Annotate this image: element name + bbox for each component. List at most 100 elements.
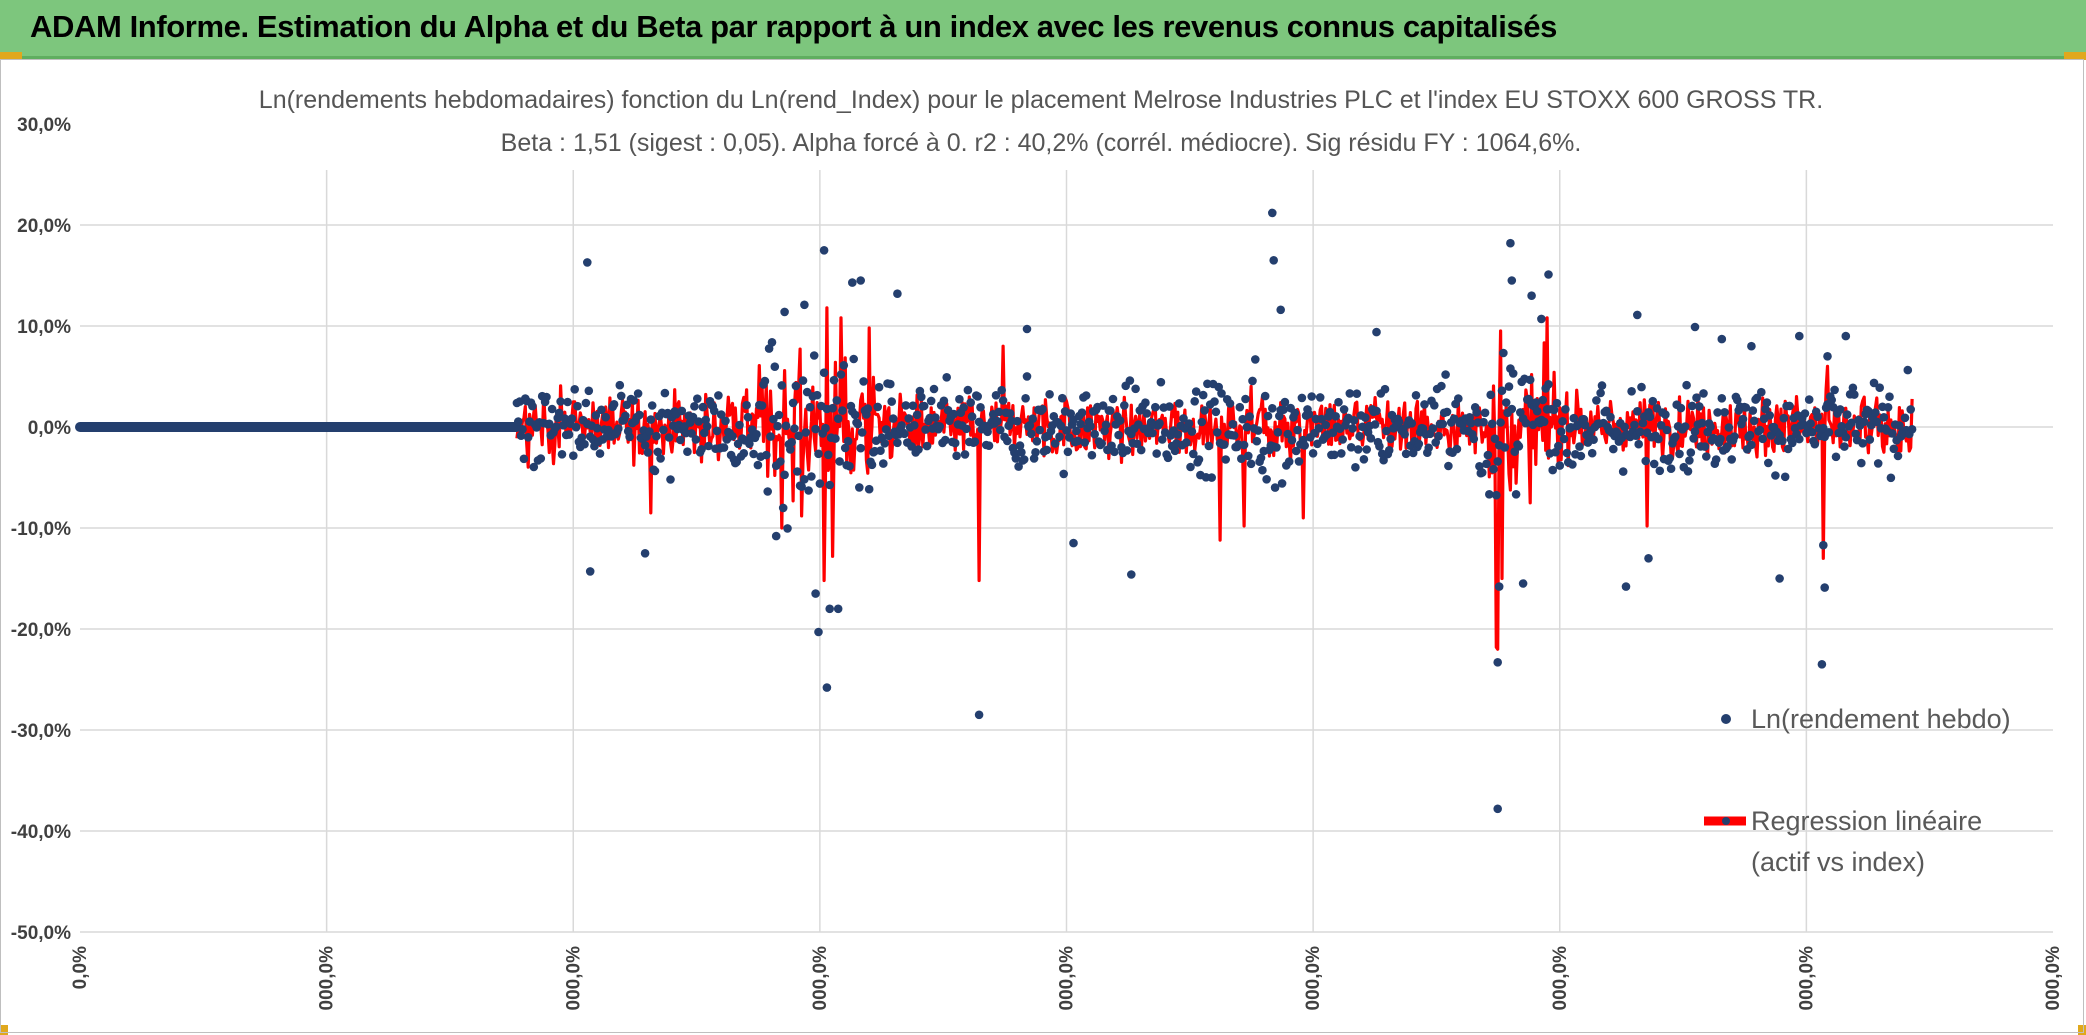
data-point xyxy=(683,447,692,457)
data-point xyxy=(581,398,591,408)
data-point xyxy=(811,589,820,598)
data-point xyxy=(1038,404,1047,414)
y-tick-label: 10,0% xyxy=(17,317,71,338)
data-point xyxy=(886,379,895,389)
data-point xyxy=(691,435,701,444)
data-point xyxy=(1198,390,1208,400)
data-point xyxy=(1778,436,1787,446)
data-point xyxy=(1487,419,1497,429)
data-point xyxy=(819,246,829,255)
data-point xyxy=(1716,434,1725,444)
data-point xyxy=(1346,443,1356,452)
data-point xyxy=(1556,427,1566,436)
data-point xyxy=(1186,462,1195,472)
data-point xyxy=(1875,383,1884,393)
data-point xyxy=(1217,389,1226,398)
data-point xyxy=(1747,341,1756,351)
data-point xyxy=(1258,465,1267,475)
data-point xyxy=(1251,355,1260,364)
data-point xyxy=(1110,447,1119,457)
data-point xyxy=(1191,387,1201,396)
data-point xyxy=(1283,429,1293,439)
data-point xyxy=(1501,398,1511,407)
x-tick-label: 000,0% xyxy=(563,946,584,1011)
data-point xyxy=(1182,438,1191,447)
data-point xyxy=(514,417,523,426)
data-point xyxy=(1568,460,1577,469)
data-point xyxy=(801,428,811,437)
data-point xyxy=(1273,428,1283,437)
data-point xyxy=(1241,394,1250,404)
data-point xyxy=(760,376,770,386)
data-point xyxy=(1384,446,1394,455)
data-point xyxy=(1873,459,1883,468)
data-point xyxy=(1831,452,1841,462)
data-point xyxy=(1635,427,1645,437)
data-point xyxy=(1596,388,1605,398)
data-point xyxy=(1105,406,1115,415)
y-tick-label: -40,0% xyxy=(11,822,71,843)
banner-corner-right xyxy=(2064,52,2086,60)
data-point xyxy=(1689,434,1698,443)
data-point xyxy=(800,475,809,484)
data-point xyxy=(874,382,884,392)
data-point xyxy=(1720,408,1729,417)
data-point xyxy=(1486,390,1495,400)
data-point xyxy=(1627,387,1636,396)
chart-area: 30,0% 20,0% 10,0% 0,0% -10,0% -20,0% -30,0% -40… xyxy=(0,59,2084,1033)
data-point xyxy=(1847,418,1856,428)
data-point xyxy=(897,421,906,430)
data-point xyxy=(569,451,578,461)
data-point xyxy=(664,433,674,442)
data-point xyxy=(739,449,749,458)
data-point xyxy=(809,351,819,360)
data-point xyxy=(1900,413,1910,423)
data-point xyxy=(973,392,982,401)
data-point xyxy=(1165,402,1174,411)
data-point xyxy=(1015,441,1025,450)
data-point xyxy=(653,447,663,457)
data-point xyxy=(1430,401,1439,410)
data-point xyxy=(1245,412,1254,421)
data-point xyxy=(1022,372,1032,381)
data-point xyxy=(1683,467,1693,476)
data-point xyxy=(1730,432,1739,441)
data-point xyxy=(778,503,788,513)
data-point xyxy=(984,441,994,451)
legend-line-label-2: (actif vs index) xyxy=(1751,847,1925,877)
data-point xyxy=(1638,418,1648,428)
data-point xyxy=(1521,418,1531,428)
data-point xyxy=(1817,660,1827,669)
data-point xyxy=(963,385,973,395)
y-tick-label: -50,0% xyxy=(11,923,71,944)
data-point xyxy=(516,431,526,441)
data-point xyxy=(1472,408,1481,417)
data-point xyxy=(907,442,916,451)
data-point xyxy=(1372,406,1381,416)
data-point xyxy=(833,604,843,614)
data-point xyxy=(536,454,546,463)
data-point xyxy=(1872,417,1882,427)
data-point xyxy=(983,427,992,437)
data-point xyxy=(767,338,777,347)
data-point xyxy=(1549,405,1559,415)
data-point xyxy=(1835,405,1845,414)
data-point xyxy=(1675,449,1684,459)
data-point xyxy=(1806,419,1815,428)
data-point xyxy=(804,486,813,495)
data-point xyxy=(1197,417,1207,427)
data-point xyxy=(1253,426,1263,435)
frame-corner-bottom-right xyxy=(2078,1025,2086,1035)
data-point xyxy=(835,457,844,466)
data-point xyxy=(787,437,796,447)
data-point xyxy=(1225,399,1235,408)
data-point xyxy=(1280,397,1290,407)
data-point xyxy=(1077,408,1087,418)
data-point xyxy=(1235,402,1245,412)
data-point xyxy=(1840,442,1849,451)
data-point xyxy=(1132,439,1142,449)
data-point xyxy=(1351,463,1360,472)
data-point xyxy=(766,432,775,441)
data-point xyxy=(1537,314,1546,324)
data-point xyxy=(996,425,1005,435)
